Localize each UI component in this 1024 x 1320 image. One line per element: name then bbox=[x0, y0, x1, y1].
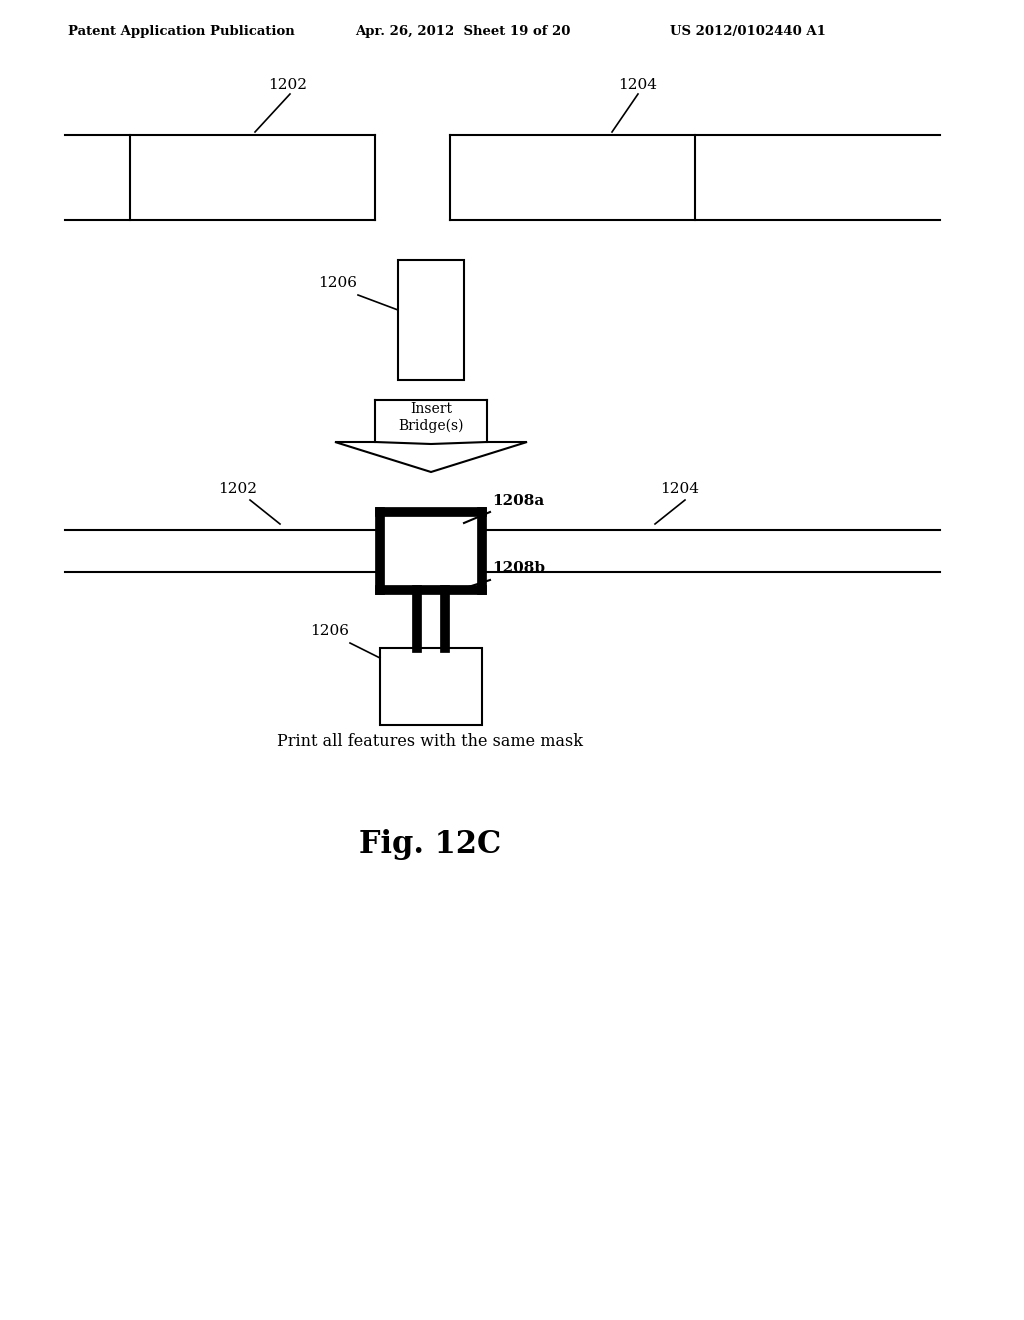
Text: 1202: 1202 bbox=[268, 78, 307, 92]
Text: 1206: 1206 bbox=[310, 624, 349, 638]
Bar bbox=[385, 517, 477, 585]
Bar bbox=[380, 648, 482, 725]
Text: Insert
Bridge(s): Insert Bridge(s) bbox=[398, 403, 464, 433]
Text: US 2012/0102440 A1: US 2012/0102440 A1 bbox=[670, 25, 826, 38]
Text: Print all features with the same mask: Print all features with the same mask bbox=[278, 733, 583, 750]
Bar bbox=[398, 260, 464, 380]
Bar bbox=[422, 590, 440, 648]
Text: Patent Application Publication: Patent Application Publication bbox=[68, 25, 295, 38]
Bar bbox=[380, 512, 482, 590]
Text: Fig. 12C: Fig. 12C bbox=[358, 829, 501, 861]
Text: Apr. 26, 2012  Sheet 19 of 20: Apr. 26, 2012 Sheet 19 of 20 bbox=[355, 25, 570, 38]
Text: 1204: 1204 bbox=[618, 78, 657, 92]
Text: 1208b: 1208b bbox=[492, 561, 545, 576]
Text: 1204: 1204 bbox=[660, 482, 699, 496]
Text: 1202: 1202 bbox=[218, 482, 257, 496]
Polygon shape bbox=[335, 442, 527, 473]
Text: 1206: 1206 bbox=[318, 276, 357, 290]
Text: 1208a: 1208a bbox=[492, 494, 544, 508]
